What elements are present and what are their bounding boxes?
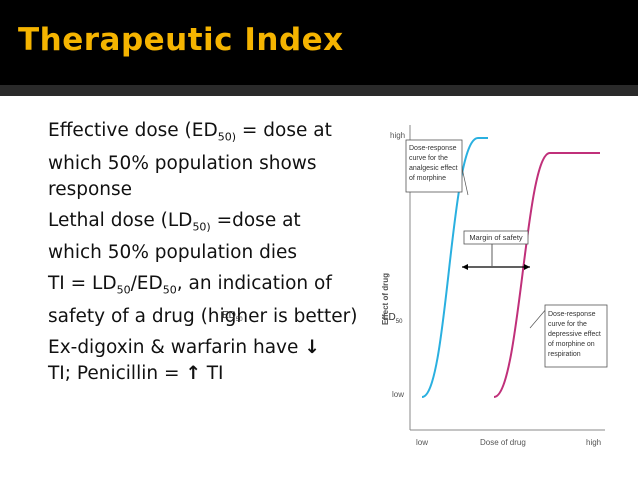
bullet-text: = dose at which 50% population shows res… — [48, 120, 332, 200]
bullet-text: Effective dose (ED — [48, 120, 218, 141]
overlay-subscript: 50 — [235, 317, 243, 323]
title-band — [0, 0, 638, 96]
blue-label-line-1: Dose-response — [409, 145, 457, 152]
respiratory-curve — [493, 152, 600, 398]
margin-label-box — [463, 230, 529, 245]
blue-label-line-2: curve for the — [409, 155, 448, 162]
bullet-text: Lethal dose (LD — [48, 209, 193, 231]
dose-response-figure: high low Effect of drug low Dose of drug… — [381, 125, 608, 447]
bullet-list: Effective dose (ED50) = dose at which 50… — [48, 118, 358, 392]
margin-arrow-head-left — [462, 264, 468, 270]
y-high-label: high — [390, 131, 405, 140]
bullet-text: =dose at which 50% population dies — [48, 209, 301, 264]
bullet-subscript: 50) — [192, 220, 211, 234]
slide-title: Therapeutic Index — [18, 22, 344, 58]
pink-label-leader — [529, 307, 548, 329]
ld50-overlay-label: LD50 — [383, 312, 402, 325]
pink-label-line-5: respiration — [548, 351, 581, 358]
bullet-effective-dose: Effective dose (ED50) = dose at which 50… — [48, 118, 358, 203]
down-arrow-icon — [304, 337, 320, 358]
up-arrow-icon — [185, 363, 201, 384]
pink-label-line-2: curve for the — [548, 321, 587, 328]
bullet-subscript: 50) — [217, 130, 237, 144]
pink-label-line-3: depressive effect — [548, 331, 601, 338]
margin-arrow-head-right — [524, 264, 530, 270]
bullet-lethal-dose: Lethal dose (LD50) =dose at which 50% po… — [48, 208, 358, 267]
overlay-text: LD — [383, 312, 396, 323]
bullet-examples: Ex-digoxin & warfarin have TI; Penicilli… — [48, 335, 358, 387]
bullet-text: Ex-digoxin & warfarin have — [48, 337, 305, 359]
blue-label-line-3: analgesic effect — [409, 165, 458, 172]
bullet-subscript: 50 — [116, 284, 131, 298]
margin-label: Margin of safety — [469, 233, 523, 242]
pink-label-line-4: of morphine on — [548, 341, 595, 348]
analgesic-curve — [421, 137, 488, 398]
x-low-label: low — [416, 438, 428, 447]
blue-label-line-4: of morphine — [409, 175, 446, 182]
bullet-text: , an indication of safety of a drug (hig… — [48, 273, 358, 328]
overlay-text: ED — [222, 310, 236, 321]
blue-label-box — [405, 139, 463, 193]
y-low-label: low — [392, 390, 404, 399]
pink-label-box — [544, 304, 608, 368]
overlay-subscript: 50 — [395, 319, 403, 325]
y-axis-label: Effect of drug — [381, 273, 390, 325]
bullet-text: /ED — [130, 273, 163, 295]
x-axis-label: Dose of drug — [480, 438, 526, 447]
x-high-label: high — [586, 438, 601, 447]
pink-label-line-1: Dose-response — [548, 311, 596, 318]
bullet-text: TI; Penicillin = — [48, 363, 186, 385]
bullet-text: TI = LD — [48, 273, 117, 295]
bullet-therapeutic-index: TI = LD50/ED50, an indication of safety … — [48, 271, 358, 330]
bullet-subscript: 50 — [162, 284, 177, 298]
bullet-text: TI — [200, 363, 224, 385]
ed50-overlay-label: ED50 — [222, 310, 243, 323]
